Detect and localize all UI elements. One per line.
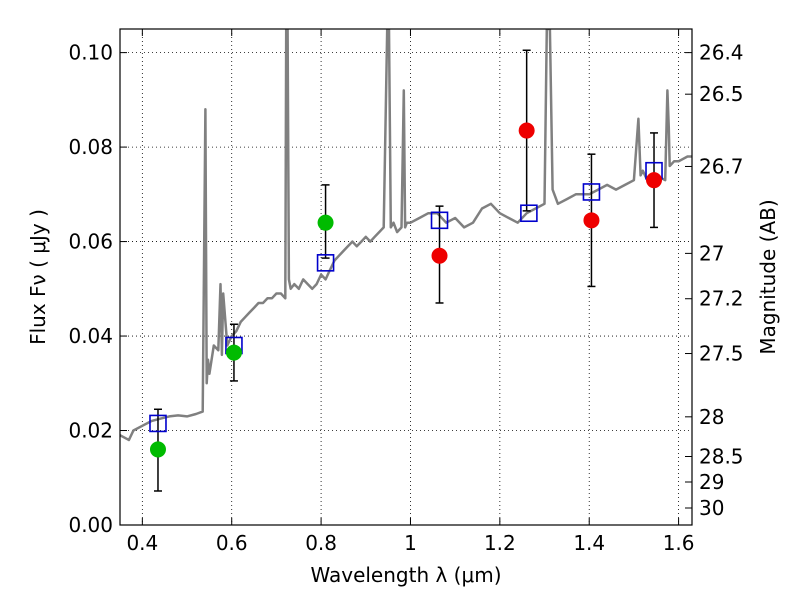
y2-tick-label: 27.2 — [699, 287, 744, 311]
data-markers — [149, 122, 663, 458]
y2-tick-label: 30 — [699, 496, 724, 520]
circle-marker — [583, 212, 600, 229]
y2-tick-label: 28.5 — [699, 445, 744, 469]
circle-marker — [225, 344, 242, 361]
y-tick-label: 0.08 — [68, 135, 113, 159]
y2-tick-label: 29 — [699, 470, 724, 494]
y2-axis-label: Magnitude (AB) — [756, 199, 780, 354]
x-tick-label: 0.6 — [216, 531, 248, 555]
x-tick-label: 1 — [404, 531, 417, 555]
y2-tick-label: 26.4 — [699, 41, 744, 65]
square-marker — [316, 254, 335, 272]
y2-tick-label: 26.5 — [699, 82, 744, 106]
y-tick-label: 0.00 — [68, 513, 113, 537]
y-axis-label: Flux Fν ( μJy ) — [26, 209, 50, 345]
x-tick-label: 1.4 — [573, 531, 605, 555]
circle-marker — [317, 214, 334, 231]
y-tick-label: 0.02 — [68, 419, 113, 443]
x-tick-label: 0.4 — [126, 531, 158, 555]
square-marker — [520, 204, 538, 223]
y2-tick-label: 26.7 — [699, 154, 744, 178]
x-tick-label: 1.2 — [484, 531, 516, 555]
x-tick-label: 0.8 — [305, 531, 337, 555]
y-tick-label: 0.10 — [68, 41, 113, 65]
y-tick-label: 0.04 — [68, 324, 113, 348]
x-axis-label: Wavelength λ (μm) — [310, 563, 501, 587]
circle-marker — [431, 247, 448, 264]
circle-marker — [518, 122, 535, 139]
square-marker — [582, 183, 601, 201]
plot-frame — [119, 28, 693, 526]
y2-tick-label: 28 — [699, 405, 724, 429]
square-marker — [430, 211, 449, 230]
error-bars — [153, 49, 659, 492]
y2-tick-label: 27 — [699, 241, 724, 265]
y2-tick-label: 27.5 — [699, 342, 744, 366]
x-tick-label: 1.6 — [663, 531, 695, 555]
circle-marker — [646, 172, 663, 189]
y-tick-label: 0.06 — [68, 230, 113, 254]
axis-ticks: 0.4 0.6 0.8 1 1.2 1.4 1.6 0.00 0.02 0.04 0.06 0.08 0… — [68, 29, 744, 555]
spectrum-line — [120, 29, 692, 442]
model-spectrum — [120, 29, 692, 442]
square-marker — [149, 414, 167, 433]
circle-marker — [149, 441, 166, 458]
